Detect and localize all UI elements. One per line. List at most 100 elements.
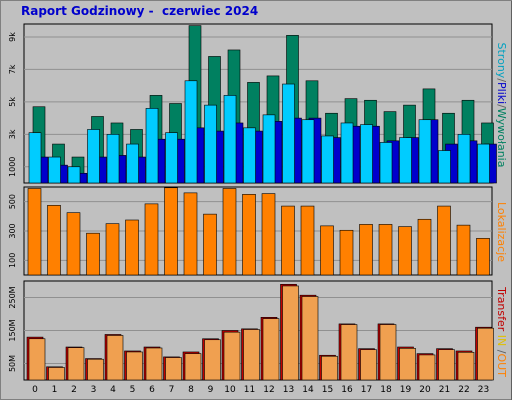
transfer-out-bar [243, 329, 260, 381]
visits-bar [476, 238, 490, 276]
transfer-out-bar [399, 348, 416, 381]
transfer-out-bar [145, 347, 163, 381]
visits-bar [27, 188, 42, 276]
pages-bar [243, 127, 256, 184]
side-label-part: Lokalizacje [495, 202, 508, 262]
visits-bar [105, 223, 120, 276]
y-tick-label: 300 [8, 223, 17, 238]
visits-bar [359, 224, 373, 276]
visits-bar [281, 205, 295, 276]
transfer-out-bar [438, 349, 455, 381]
pages-bar [48, 156, 61, 184]
visits-bar [66, 212, 81, 276]
visits-bar [417, 218, 432, 276]
side-label-part: Strony [495, 43, 508, 79]
transfer-out-bar [418, 354, 436, 381]
x-tick-label: 16 [341, 385, 353, 395]
y-tick-label: 5k [8, 97, 17, 107]
transfer-out-bar [184, 353, 202, 381]
pages-bar [87, 129, 100, 184]
x-tick-label: 15 [322, 385, 333, 395]
pages-bar [360, 124, 373, 184]
side-label-top: Strony/Pliki/Wywołania [495, 43, 508, 168]
x-tick-label: 20 [419, 385, 431, 395]
pages-bar [477, 143, 490, 184]
transfer-out-bar [262, 318, 280, 381]
x-tick-label: 13 [283, 385, 294, 395]
y-tick-label: 250M [8, 286, 17, 308]
transfer-out-bar [321, 355, 338, 381]
transfer-out-bar [126, 351, 143, 381]
y-tick-label: 50M [8, 355, 17, 372]
side-label-part: IN [495, 331, 508, 349]
transfer-out-bar [223, 331, 241, 381]
visits-bar [203, 213, 217, 276]
visits-bar [378, 224, 393, 276]
transfer-out-bar [360, 349, 377, 381]
transfer-out-bar [165, 357, 182, 381]
x-tick-label: 0 [32, 385, 38, 395]
pages-bar [28, 132, 42, 184]
x-tick-label: 14 [302, 385, 314, 395]
pages-bar [165, 132, 178, 184]
x-tick-label: 3 [91, 385, 97, 395]
visits-bar [398, 226, 412, 276]
transfer-out-bar [477, 327, 494, 381]
pages-bar [301, 119, 315, 184]
visits-bar [320, 225, 334, 276]
x-tick-label: 10 [224, 385, 236, 395]
x-tick-label: 1 [52, 385, 58, 395]
pages-bar [379, 142, 393, 184]
x-tick-label: 11 [244, 385, 255, 395]
transfer-out-bar [87, 358, 104, 381]
pages-bar [282, 83, 295, 184]
pages-bar [340, 122, 354, 184]
visits-bar [47, 205, 61, 276]
visits-bar [125, 219, 139, 276]
pages-bar [321, 135, 334, 184]
side-label-part: Transfer [495, 286, 508, 332]
visits-bar [222, 188, 237, 276]
visits-bar [339, 229, 354, 276]
pages-bar [438, 150, 451, 184]
side-label-part: Pliki [495, 82, 508, 104]
pages-bar [184, 80, 198, 184]
report-title: Raport Godzinowy - czerwiec 2024 [21, 4, 259, 18]
y-tick-label: 1000 [8, 157, 17, 177]
y-tick-label: 3k [8, 129, 17, 139]
pages-bar [399, 137, 412, 184]
x-tick-label: 9 [208, 385, 214, 395]
y-tick-label: 500 [8, 194, 17, 209]
transfer-out-bar [301, 296, 319, 381]
side-label-part: / [495, 350, 508, 354]
x-tick-label: 12 [263, 385, 274, 395]
x-tick-label: 7 [169, 385, 175, 395]
pages-bar [126, 143, 139, 184]
side-label-middle: Lokalizacje [495, 202, 508, 262]
visits-bar [437, 205, 451, 276]
x-tick-label: 21 [439, 385, 450, 395]
transfer-out-bar [340, 324, 358, 381]
x-tick-label: 2 [71, 385, 77, 395]
side-label-part: Wywołania [495, 108, 508, 168]
pages-bar [67, 166, 81, 184]
visits-bar [300, 205, 315, 276]
visits-bar [183, 192, 198, 276]
y-tick-label: 100 [8, 253, 17, 268]
transfer-out-bar [106, 335, 124, 381]
y-tick-label: 9k [8, 32, 17, 42]
transfer-out-bar [48, 367, 65, 381]
side-label-part: / [495, 104, 508, 108]
pages-bar [418, 119, 432, 184]
x-tick-label: 18 [380, 385, 392, 395]
x-tick-label: 19 [400, 385, 412, 395]
side-label-part: OUT [495, 353, 508, 377]
transfer-out-bar [282, 285, 299, 381]
pages-bar [204, 104, 217, 184]
y-tick-label: 7k [8, 64, 17, 74]
transfer-out-bar [67, 347, 85, 381]
visits-bar [86, 232, 100, 276]
x-tick-label: 17 [361, 385, 372, 395]
